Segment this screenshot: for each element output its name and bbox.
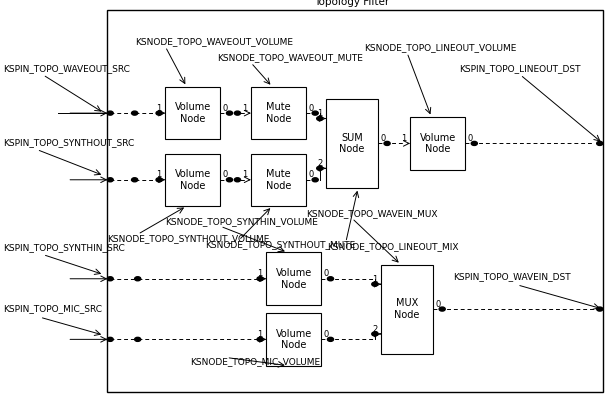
Circle shape — [317, 116, 323, 120]
Text: MUX
Node: MUX Node — [394, 298, 420, 320]
Text: Volume
Node: Volume Node — [419, 133, 456, 154]
Text: Volume
Node: Volume Node — [275, 268, 312, 290]
Text: Topology Filter: Topology Filter — [315, 0, 389, 7]
Bar — [251, 154, 306, 206]
Text: 1: 1 — [317, 109, 323, 118]
Circle shape — [384, 141, 390, 145]
Circle shape — [312, 111, 318, 115]
Circle shape — [156, 178, 162, 182]
Circle shape — [327, 277, 334, 281]
Text: KSNODE_TOPO_WAVEOUT_MUTE: KSNODE_TOPO_WAVEOUT_MUTE — [217, 54, 363, 63]
Circle shape — [597, 141, 603, 145]
Circle shape — [226, 111, 233, 115]
Circle shape — [156, 111, 162, 115]
Text: 0: 0 — [308, 104, 314, 113]
Circle shape — [327, 337, 334, 341]
Text: KSNODE_TOPO_LINEOUT_MIX: KSNODE_TOPO_LINEOUT_MIX — [327, 242, 459, 251]
Text: KSNODE_TOPO_LINEOUT_VOLUME: KSNODE_TOPO_LINEOUT_VOLUME — [364, 44, 517, 53]
Text: 1: 1 — [258, 330, 263, 339]
Text: KSNODE_TOPO_SYNTHOUT_VOLUME: KSNODE_TOPO_SYNTHOUT_VOLUME — [107, 234, 269, 243]
Text: 1: 1 — [242, 170, 247, 179]
Circle shape — [107, 337, 113, 341]
Circle shape — [132, 178, 138, 182]
Text: Mute
Node: Mute Node — [266, 102, 291, 124]
Text: 0: 0 — [324, 330, 329, 339]
Text: KSPIN_TOPO_WAVEIN_DST: KSPIN_TOPO_WAVEIN_DST — [453, 272, 570, 281]
Text: SUM
Node: SUM Node — [339, 133, 365, 154]
Text: 0: 0 — [380, 134, 386, 143]
Text: 2: 2 — [372, 324, 378, 334]
Bar — [326, 99, 378, 188]
Text: Volume
Node: Volume Node — [275, 328, 312, 350]
Circle shape — [312, 178, 318, 182]
Text: 0: 0 — [468, 134, 473, 143]
Text: KSNODE_TOPO_SYNTHIN_VOLUME: KSNODE_TOPO_SYNTHIN_VOLUME — [165, 217, 318, 226]
Circle shape — [471, 141, 477, 145]
Text: 0: 0 — [308, 170, 314, 179]
Circle shape — [372, 332, 378, 336]
Text: 1: 1 — [157, 104, 162, 113]
Circle shape — [257, 277, 263, 281]
Circle shape — [226, 178, 233, 182]
Text: 1: 1 — [157, 170, 162, 179]
Circle shape — [132, 111, 138, 115]
Circle shape — [107, 277, 113, 281]
Text: KSPIN_TOPO_MIC_SRC: KSPIN_TOPO_MIC_SRC — [3, 304, 102, 313]
Text: KSPIN_TOPO_SYNTHIN_SRC: KSPIN_TOPO_SYNTHIN_SRC — [3, 244, 125, 252]
Text: 2: 2 — [317, 159, 323, 168]
Bar — [165, 154, 220, 206]
Text: 0: 0 — [436, 300, 441, 309]
Text: KSPIN_TOPO_LINEOUT_DST: KSPIN_TOPO_LINEOUT_DST — [459, 64, 581, 73]
Circle shape — [372, 282, 378, 286]
Bar — [251, 87, 306, 139]
Circle shape — [107, 111, 113, 115]
Bar — [410, 117, 465, 170]
Text: 1: 1 — [401, 134, 406, 143]
Text: KSPIN_TOPO_SYNTHOUT_SRC: KSPIN_TOPO_SYNTHOUT_SRC — [3, 139, 134, 147]
Circle shape — [597, 307, 603, 311]
Circle shape — [234, 111, 241, 115]
Circle shape — [439, 307, 446, 311]
Text: KSPIN_TOPO_WAVEOUT_SRC: KSPIN_TOPO_WAVEOUT_SRC — [3, 64, 130, 73]
Bar — [107, 10, 603, 392]
Text: KSNODE_TOPO_WAVEIN_MUX: KSNODE_TOPO_WAVEIN_MUX — [306, 209, 438, 218]
Text: 0: 0 — [324, 269, 329, 278]
Circle shape — [234, 178, 241, 182]
Bar — [381, 265, 433, 354]
Text: Volume
Node: Volume Node — [174, 169, 211, 191]
Text: KSNODE_TOPO_MIC_VOLUME: KSNODE_TOPO_MIC_VOLUME — [190, 358, 320, 366]
Text: 1: 1 — [242, 104, 247, 113]
Circle shape — [317, 166, 323, 170]
Text: KSNODE_TOPO_SYNTHOUT_MUTE: KSNODE_TOPO_SYNTHOUT_MUTE — [205, 240, 356, 249]
Bar — [266, 313, 321, 366]
Circle shape — [257, 337, 263, 341]
Text: 0: 0 — [223, 170, 228, 179]
Circle shape — [107, 178, 113, 182]
Circle shape — [135, 277, 141, 281]
Circle shape — [135, 337, 141, 341]
Bar — [266, 252, 321, 305]
Text: Volume
Node: Volume Node — [174, 102, 211, 124]
Text: 1: 1 — [258, 269, 263, 278]
Text: 0: 0 — [223, 104, 228, 113]
Text: Mute
Node: Mute Node — [266, 169, 291, 191]
Bar — [165, 87, 220, 139]
Text: 1: 1 — [372, 275, 378, 284]
Text: KSNODE_TOPO_WAVEOUT_VOLUME: KSNODE_TOPO_WAVEOUT_VOLUME — [135, 38, 293, 46]
